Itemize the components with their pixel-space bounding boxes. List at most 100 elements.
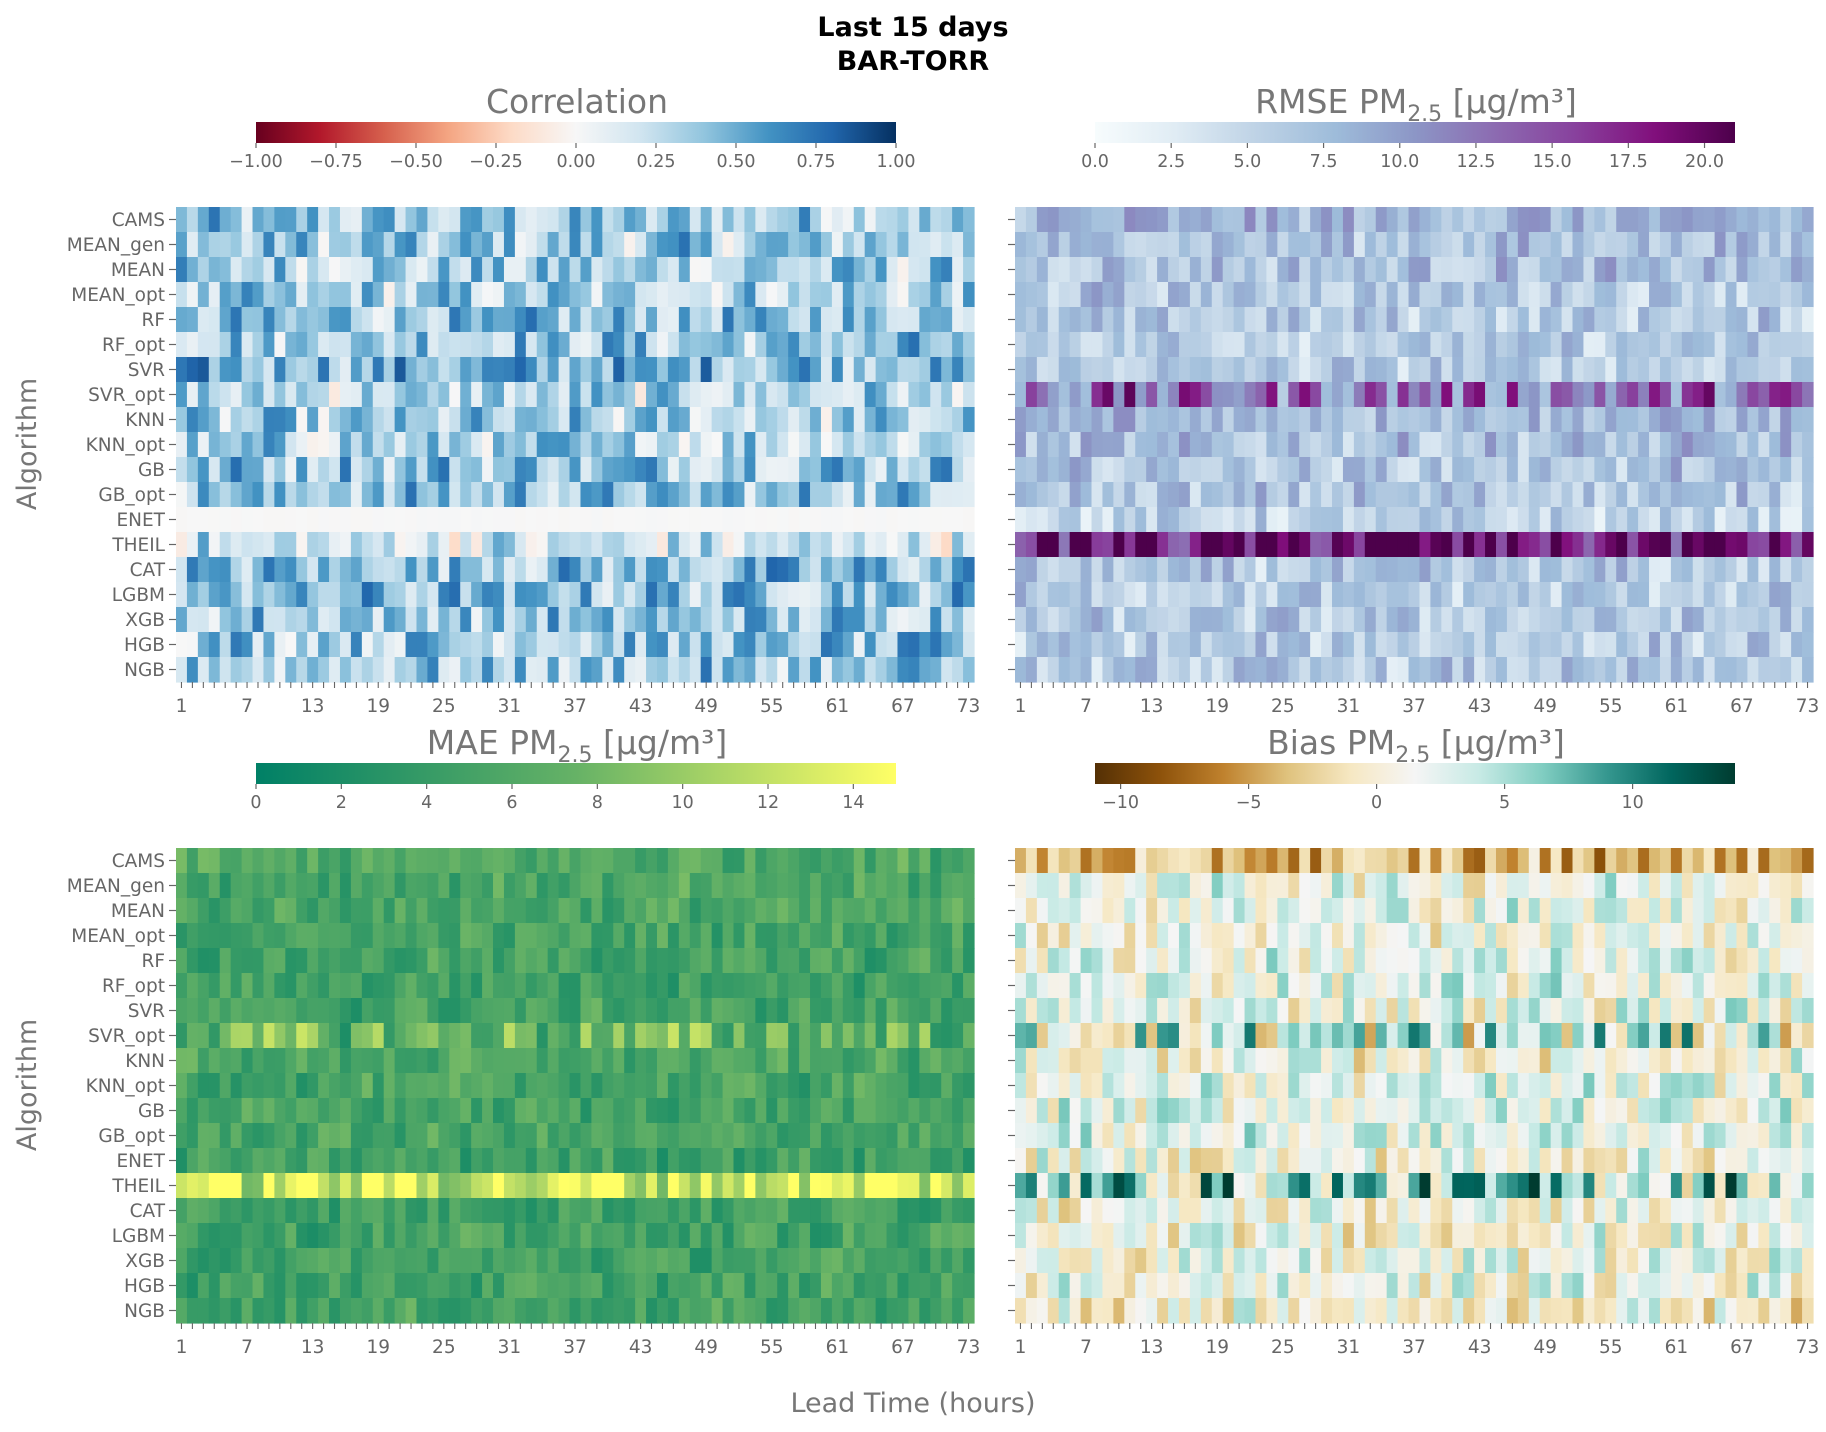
heatmap-cell [1430,948,1442,974]
heatmap-cell [471,1173,483,1199]
heatmap-cell [689,407,702,433]
heatmap-cell [285,1023,297,1049]
heatmap-cell [952,582,964,608]
heatmap-cell [1769,607,1781,633]
heatmap-cell [1332,282,1344,308]
heatmap-cell [864,382,877,408]
heatmap-cell [591,382,603,408]
heatmap-cell [635,532,647,558]
heatmap-cell [1605,307,1617,333]
heatmap-cell [777,1048,789,1074]
heatmap-cell [941,482,953,508]
heatmap-cell [176,1298,188,1324]
heatmap-cell [361,1198,374,1224]
heatmap-cell [1670,282,1683,308]
heatmap-cell [1572,898,1585,924]
heatmap-cell [482,1023,494,1049]
heatmap-cell [1506,482,1519,508]
heatmap-cell [1200,382,1213,408]
heatmap-cell [1714,873,1727,899]
heatmap-cell [711,282,724,308]
heatmap-cell [394,873,407,899]
heatmap-cell [1321,657,1333,683]
heatmap-cell [263,1073,275,1099]
heatmap-cell [547,607,560,633]
heatmap-cell [339,1198,352,1224]
heatmap-cell [1025,357,1038,383]
heatmap-cell [394,232,407,258]
heatmap-cell [1594,607,1606,633]
heatmap-cell [864,482,877,508]
heatmap-cell [864,948,877,974]
heatmap-cell [591,923,603,949]
heatmap-cell [744,382,756,408]
heatmap-cell [1692,332,1705,358]
heatmap-cell [1168,507,1180,533]
heatmap-cell [1364,482,1377,508]
heatmap-cell [689,507,702,533]
heatmap-cell [930,207,942,233]
heatmap-cell [1605,432,1617,458]
heatmap-cell [613,507,625,533]
heatmap-cell [197,1073,210,1099]
heatmap-cell [788,407,800,433]
heatmap-cell [1627,532,1639,558]
heatmap-cell [471,1298,483,1324]
heatmap-cell [208,1148,221,1174]
heatmap-cell [1047,357,1060,383]
heatmap-cell [788,1073,800,1099]
heatmap-cell [777,1073,789,1099]
heatmap-cell [1572,532,1585,558]
heatmap-cell [908,948,920,974]
heatmap-cell [799,232,811,258]
heatmap-cell [1342,507,1355,533]
heatmap-cell [460,923,472,949]
heatmap-cell [536,207,549,233]
heatmap-cell [1649,582,1661,608]
heatmap-cell [1539,432,1552,458]
heatmap-cell [1441,848,1453,874]
heatmap-cell [919,307,931,333]
heatmap-cell [1015,432,1027,458]
heatmap-cell [372,407,385,433]
heatmap-cell [1146,332,1158,358]
heatmap-cell [1769,582,1781,608]
heatmap-cell [1463,848,1475,874]
x-tick-label: 73 [957,1337,981,1358]
heatmap-cell [886,207,899,233]
heatmap-cell [689,532,702,558]
heatmap-cell [427,1073,439,1099]
heatmap-cell [810,973,822,999]
heatmap-cell [1353,557,1366,583]
heatmap-cell [1222,382,1235,408]
heatmap-cell [1692,948,1705,974]
heatmap-cell [952,432,964,458]
heatmap-cell [1168,282,1180,308]
heatmap-cell [842,1148,855,1174]
heatmap-cell [788,1098,800,1124]
heatmap-cell [558,1148,571,1174]
heatmap-cell [208,557,221,583]
heatmap-cell [810,948,822,974]
heatmap-cell [427,1098,439,1124]
heatmap-cell [1692,557,1705,583]
heatmap-cell [438,307,450,333]
heatmap-cell [569,207,582,233]
heatmap-cell [307,232,319,258]
y-tick-label: MEAN_gen [67,876,165,897]
heatmap-cell [1681,923,1694,949]
heatmap-cell [1681,582,1694,608]
heatmap-cell [361,873,374,899]
heatmap-cell [602,848,614,874]
heatmap-cell [1015,557,1027,583]
heatmap-cell [230,232,243,258]
heatmap-cell [339,923,352,949]
heatmap-cell [963,1273,975,1299]
heatmap-cell [1670,607,1683,633]
heatmap-cell [230,1248,243,1274]
heatmap-cell [219,873,232,899]
heatmap-cell [842,1098,855,1124]
heatmap-cell [296,1023,308,1049]
heatmap-cell [1397,532,1410,558]
heatmap-cell [788,1298,800,1324]
